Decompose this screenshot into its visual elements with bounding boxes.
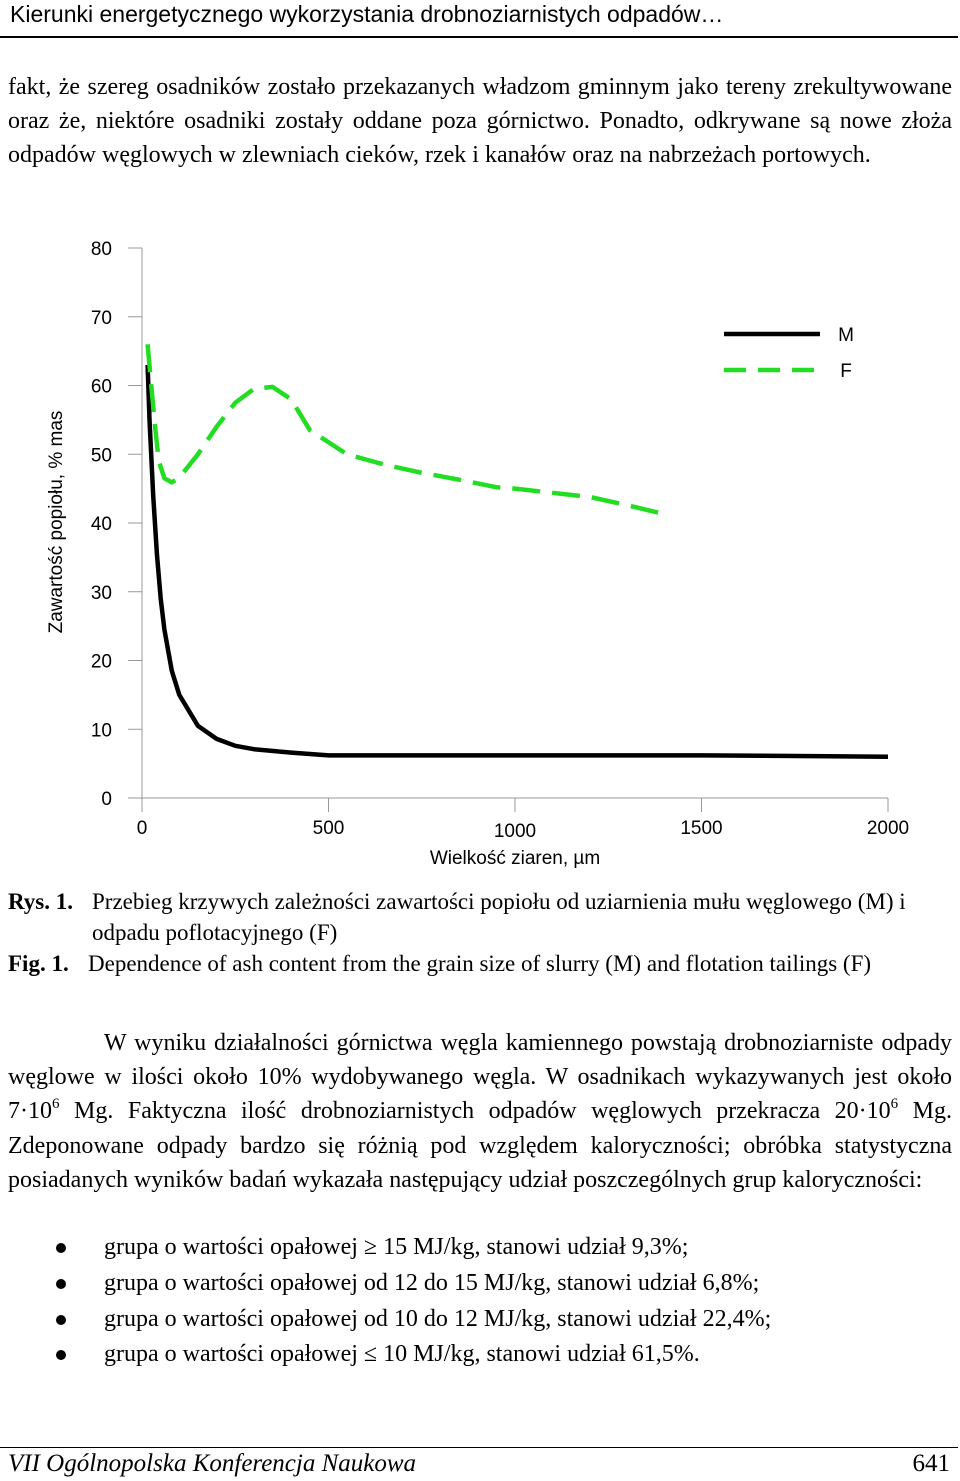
caption-polish: Rys. 1. Przebieg krzywych zależności zaw… [8, 886, 952, 948]
paragraph-main-part1: W wyniku działalności górnictwa węgla ka… [8, 1030, 952, 1125]
page-footer: VII Ogólnopolska Konferencja Naukowa 641 [0, 1447, 960, 1481]
list-item-text: grupa o wartości opałowej ≤ 10 MJ/kg, st… [104, 1341, 700, 1368]
exponent-1: 6 [52, 1096, 60, 1113]
chart-legend: MF [724, 325, 854, 382]
figure-captions: Rys. 1. Przebieg krzywych zależności zaw… [8, 886, 952, 979]
list-item-text: grupa o wartości opałowej ≥ 15 MJ/kg, st… [104, 1234, 689, 1260]
list-item: grupa o wartości opałowej ≥ 15 MJ/kg, st… [56, 1230, 771, 1266]
list-item: grupa o wartości opałowej ≤ 10 MJ/kg, st… [56, 1337, 771, 1373]
bullet-icon [56, 1314, 66, 1325]
y-tick-label: 50 [91, 445, 112, 466]
list-item-text: grupa o wartości opałowej od 12 do 15 MJ… [104, 1269, 760, 1296]
series-line-f [145, 344, 665, 517]
exponent-2: 6 [890, 1096, 899, 1113]
page-number: 641 [912, 1450, 951, 1477]
y-tick-label: 10 [91, 720, 112, 741]
x-tick-label: 1500 [680, 818, 722, 839]
chart-axes [141, 248, 888, 799]
x-tick-label: 0 [137, 818, 148, 839]
running-header: Kierunki energetycznego wykorzystania dr… [0, 0, 958, 38]
y-tick-label: 40 [91, 514, 112, 535]
list-item-text: grupa o wartości opałowej od 10 do 12 MJ… [104, 1305, 772, 1332]
running-header-title: Kierunki energetycznego wykorzystania dr… [10, 1, 724, 27]
legend-label-m: M [838, 325, 854, 346]
footer-rule [0, 1447, 958, 1448]
list-item: grupa o wartości opałowej od 12 do 15 MJ… [56, 1266, 771, 1302]
y-axis-label: Zawartość popiołu, % mas [46, 411, 67, 634]
y-tick-label: 70 [91, 308, 112, 329]
paragraph-main-part2: Mg. Faktyczna ilość drobnoziarnistych od… [59, 1098, 891, 1125]
caption-english-text: Dependence of ash content from the grain… [88, 951, 872, 976]
bullet-icon [56, 1350, 66, 1361]
caption-english-label: Fig. 1. [8, 951, 69, 976]
y-tick-label: 80 [91, 239, 112, 260]
x-tick-label: 500 [313, 818, 345, 839]
x-tick-label: 1000 [494, 821, 536, 842]
legend-label-f: F [840, 361, 852, 382]
paragraph-intro: fakt, że szereg osadników zostało przeka… [8, 74, 952, 169]
y-tick-label: 60 [91, 377, 112, 398]
x-tick-label: 2000 [867, 818, 909, 839]
chart-ticks: 0 10 20 30 40 50 60 70 80 0 500 1000 1500 2000 [91, 239, 909, 842]
y-tick-label: 20 [91, 652, 112, 673]
calorific-groups-list: grupa o wartości opałowej ≥ 15 MJ/kg, st… [56, 1230, 771, 1373]
caption-polish-text: Przebieg krzywych zależności zawartości … [92, 889, 906, 945]
list-item: grupa o wartości opałowej od 10 do 12 MJ… [56, 1302, 771, 1338]
series-line-m [145, 364, 889, 760]
y-tick-label: 30 [91, 583, 112, 604]
chart-series-layer [145, 344, 889, 760]
caption-polish-label: Rys. 1. [8, 889, 74, 914]
caption-english: Fig. 1. Dependence of ash content from t… [8, 948, 952, 979]
x-axis-label: Wielkość ziaren, µm [430, 848, 600, 869]
paragraph-main-part3: Mg. Zdeponowane odpady bardzo się różnią… [8, 1098, 953, 1193]
paragraph-main: W wyniku działalności górnictwa węgla ka… [8, 1026, 952, 1197]
bullet-icon [56, 1243, 66, 1253]
ash-content-chart: 0 10 20 30 40 50 60 70 80 0 500 1000 1500 2000 MF Zaw… [46, 239, 909, 869]
y-tick-label: 0 [101, 789, 112, 810]
bullet-icon [56, 1278, 66, 1289]
footer-conference: VII Ogólnopolska Konferencja Naukowa [8, 1450, 417, 1477]
